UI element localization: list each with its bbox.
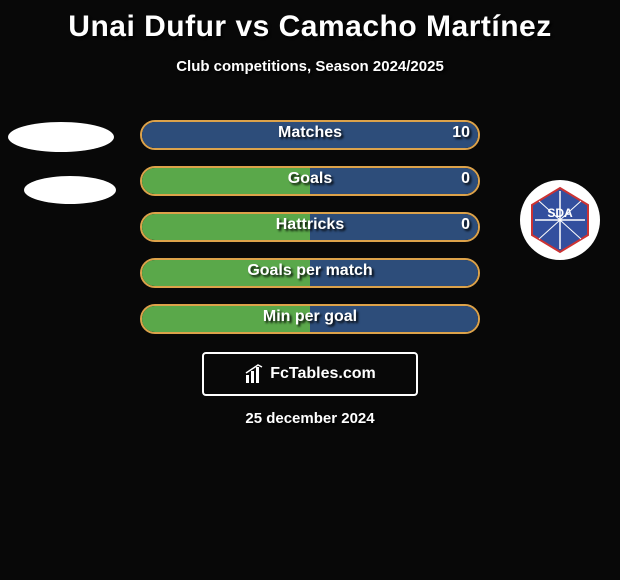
stat-row: Matches10 <box>0 120 620 166</box>
stat-bar-right <box>142 122 478 148</box>
stat-bar-track <box>140 212 480 242</box>
stats-area: Matches10Goals0Hattricks0Goals per match… <box>0 120 620 350</box>
stat-bar-right <box>310 214 478 240</box>
stat-bar-track <box>140 258 480 288</box>
stat-bar-track <box>140 120 480 150</box>
stat-row: Min per goal <box>0 304 620 350</box>
subtitle: Club competitions, Season 2024/2025 <box>0 58 620 75</box>
watermark-text: FcTables.com <box>270 365 376 383</box>
stat-bar-left <box>142 168 310 194</box>
watermark: FcTables.com <box>202 352 418 396</box>
stat-bar-right <box>310 260 478 286</box>
stat-bar-track <box>140 166 480 196</box>
stat-bar-track <box>140 304 480 334</box>
stat-bar-left <box>142 214 310 240</box>
stat-value-right: 0 <box>461 170 470 188</box>
stat-row: Goals0 <box>0 166 620 212</box>
page-title: Unai Dufur vs Camacho Martínez <box>0 0 620 44</box>
stat-bar-right <box>310 168 478 194</box>
stat-bar-right <box>310 306 478 332</box>
stat-bar-left <box>142 260 310 286</box>
stat-value-right: 10 <box>452 124 470 142</box>
date-label: 25 december 2024 <box>0 410 620 427</box>
stat-row: Goals per match <box>0 258 620 304</box>
stat-bar-left <box>142 306 310 332</box>
stat-row: Hattricks0 <box>0 212 620 258</box>
stat-value-right: 0 <box>461 216 470 234</box>
bar-chart-icon <box>244 363 266 385</box>
